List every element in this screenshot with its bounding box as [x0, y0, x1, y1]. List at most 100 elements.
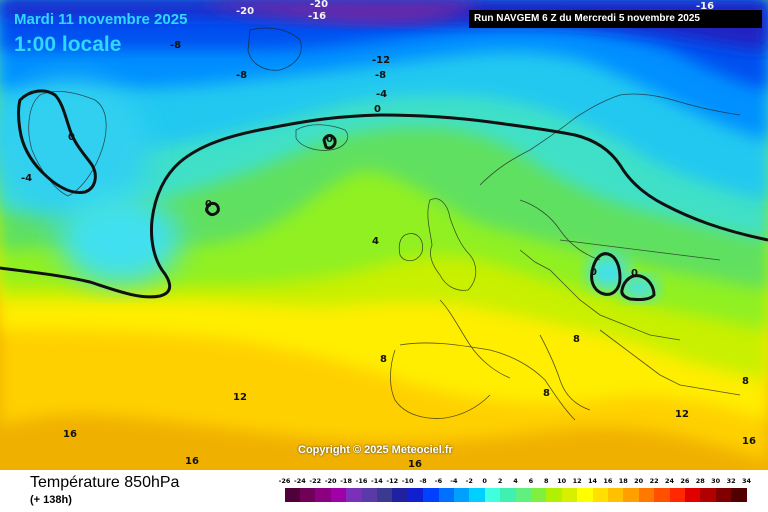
legend-tick-label: -26	[278, 477, 291, 485]
legend-swatch	[592, 488, 609, 502]
legend-tick-label: 4	[513, 477, 518, 485]
contour-label: 0	[205, 199, 212, 210]
contour-label: -16	[308, 11, 327, 22]
legend-swatch	[731, 488, 747, 502]
contour-label: -16	[696, 1, 715, 12]
contour-label: -4	[376, 89, 388, 100]
legend-tick-label: 28	[695, 477, 705, 485]
legend-tick-label: -8	[419, 477, 427, 485]
legend-swatch	[284, 488, 301, 502]
legend-tick-label: 8	[544, 477, 549, 485]
legend-swatch	[346, 488, 362, 502]
contour-label: 8	[380, 354, 387, 365]
temperature-map	[0, 0, 768, 470]
contour-label: 8	[573, 334, 580, 345]
legend-swatch	[453, 488, 470, 502]
contour-label: 0	[631, 268, 638, 279]
temperature-field	[0, 0, 768, 470]
legend-tick-label: 34	[741, 477, 752, 485]
legend-tick-label: 32	[726, 477, 736, 485]
contour-label: 16	[742, 436, 756, 447]
legend-swatch	[700, 488, 716, 502]
legend-swatch	[500, 488, 516, 502]
legend-tick-label: 24	[664, 477, 675, 485]
legend-swatch	[607, 488, 624, 502]
legend-tick-label: 26	[680, 477, 690, 485]
legend-tick-label: -22	[309, 477, 322, 485]
legend-tick-label: -16	[355, 477, 368, 485]
legend-tick-label: 12	[572, 477, 582, 485]
legend-tick-label: -20	[324, 477, 337, 485]
color-scale-legend: -26 -24 -22 -20 -18 -16 -14 -12 -10 -8 -6 -4 -2 0 2 4 6 8…	[278, 477, 756, 507]
legend-tick-label: -12	[386, 477, 399, 485]
contour-label: 16	[185, 456, 199, 467]
contour-label: 12	[675, 409, 689, 420]
contour-label: 0	[68, 132, 75, 143]
contour-label: 12	[233, 392, 247, 403]
contour-label: 8	[742, 376, 749, 387]
legend-swatch	[315, 488, 331, 502]
legend-tick-label: -10	[401, 477, 414, 485]
contour-label: -12	[372, 55, 391, 66]
legend-swatch	[376, 488, 393, 502]
legend-swatch	[530, 488, 547, 502]
contour-label: -20	[310, 0, 329, 10]
legend-tick-label: 10	[557, 477, 567, 485]
legend-swatch	[407, 488, 424, 502]
contour-label: -8	[236, 70, 248, 81]
legend-swatch	[623, 488, 639, 502]
legend-tick-label: -6	[434, 477, 443, 485]
legend-swatch	[577, 488, 593, 502]
contour-label: 16	[63, 429, 77, 440]
contour-label: 4	[372, 236, 379, 247]
contour-label: 0	[590, 267, 597, 278]
contour-label: 0	[374, 104, 381, 115]
legend-tick-label: -18	[340, 477, 352, 485]
zero-isotherm	[0, 89, 768, 301]
legend-swatch	[638, 488, 655, 502]
legend-tick-label: 18	[618, 477, 628, 485]
legend-swatch	[546, 488, 562, 502]
legend-swatch	[392, 488, 408, 502]
parameter-title: Température 850hPa	[30, 474, 180, 491]
legend-tick-label: 2	[497, 477, 503, 485]
contour-label: 0	[326, 134, 333, 145]
legend-swatch	[330, 488, 347, 502]
contour-label: -20	[236, 6, 255, 17]
contour-label: -4	[21, 173, 33, 184]
coastlines	[28, 27, 741, 421]
contour-label: 8	[543, 388, 550, 399]
legend-swatch	[669, 488, 686, 502]
footer-bar: Température 850hPa (+ 138h) -26 -2 4 -22 -20…	[0, 470, 768, 512]
legend-tick-label: 20	[634, 477, 644, 485]
legend-tick-label: 30	[711, 477, 721, 485]
legend-swatch	[684, 488, 701, 502]
legend-swatch	[361, 488, 378, 502]
legend-swatch	[423, 488, 439, 502]
legend-swatch	[299, 488, 316, 502]
forecast-date: Mardi 11 novembre 2025	[14, 11, 188, 28]
legend-swatch	[715, 488, 732, 502]
contour-label: -8	[170, 40, 182, 51]
copyright-text: Copyright © 2025 Meteociel.fr	[298, 444, 453, 456]
legend-tick-label: 16	[603, 477, 613, 485]
legend-swatch	[469, 488, 485, 502]
forecast-time: 1:00 locale	[14, 33, 122, 56]
legend-tick-label: -14	[371, 477, 383, 485]
legend-swatch	[484, 488, 501, 502]
legend-tick-label: 0	[482, 477, 487, 485]
legend-swatch	[561, 488, 578, 502]
lead-time: (+ 138h)	[30, 494, 72, 506]
contour-label: 16	[408, 459, 422, 470]
legend-tick-label: -2	[465, 477, 473, 485]
legend-swatch	[438, 488, 455, 502]
legend-tick-label: -4	[450, 477, 458, 485]
run-info-banner: Run NAVGEM 6 Z du Mercredi 5 novembre 20…	[469, 10, 762, 28]
contour-label: -8	[375, 70, 387, 81]
legend-swatch	[654, 488, 670, 502]
legend-tick-label: 22	[649, 477, 659, 485]
legend-swatch	[515, 488, 532, 502]
legend-tick-label: 14	[587, 477, 598, 485]
legend-tick-label: 6	[528, 477, 534, 485]
